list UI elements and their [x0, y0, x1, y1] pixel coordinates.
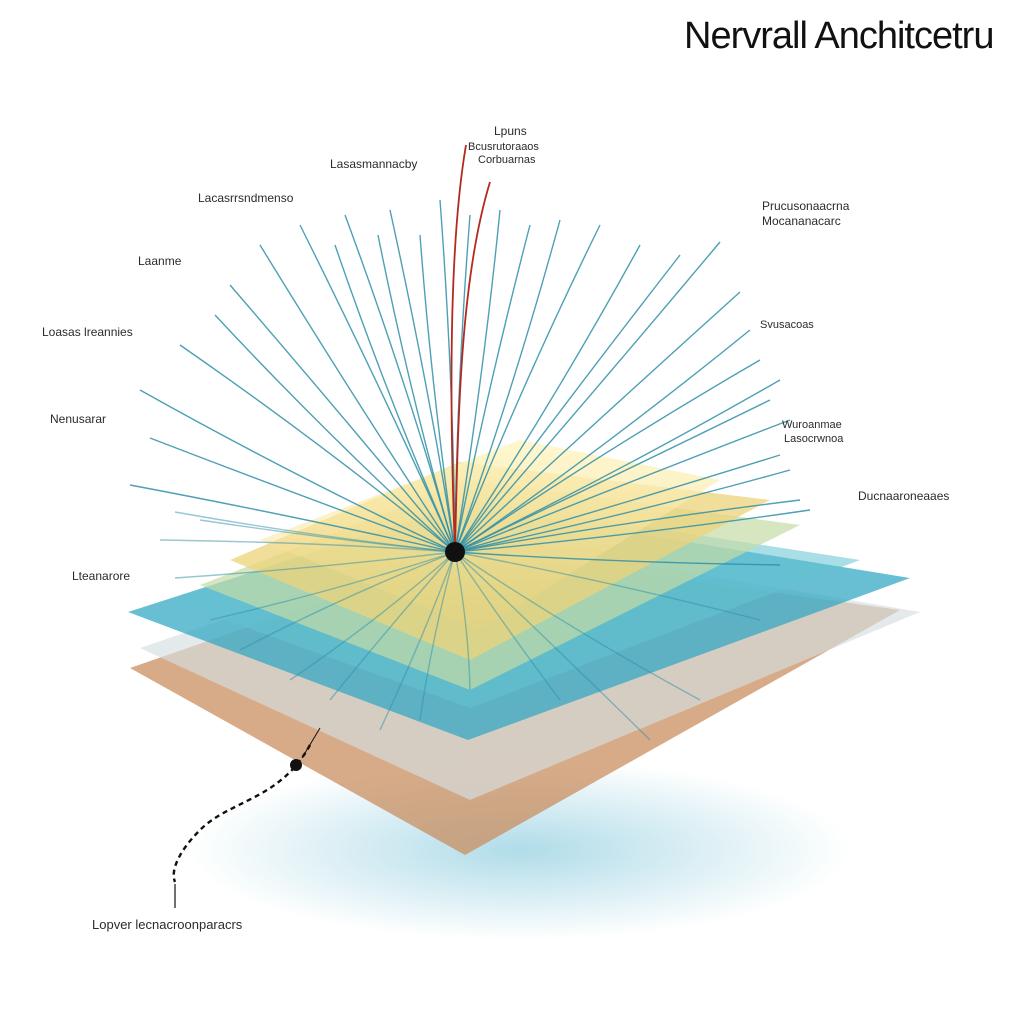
- connection-ray: [439, 199, 456, 553]
- label-left-b: Loasas lreannies: [42, 325, 133, 339]
- connection-ray: [454, 399, 771, 553]
- connection-ray: [419, 551, 456, 721]
- connection-ray: [454, 551, 561, 701]
- label-right-e: Wuroanmae: [782, 419, 842, 431]
- label-left-a: Laanme: [138, 254, 182, 268]
- label-upper-left-a: Lasasmannacby: [330, 157, 417, 171]
- connection-ray: [389, 209, 456, 553]
- stack-shadow: [190, 760, 850, 940]
- label-left-c: Nenusarar: [50, 412, 106, 426]
- accent-rays: [450, 144, 491, 553]
- connection-ray: [199, 519, 456, 553]
- connection-ray: [454, 551, 781, 566]
- connection-ray: [419, 234, 456, 553]
- connection-ray: [159, 539, 456, 553]
- diagram-title: Nervrall Anchitcetru: [684, 15, 993, 57]
- connection-ray: [454, 419, 791, 553]
- connection-ray: [179, 344, 456, 553]
- input-connector: [301, 727, 321, 759]
- label-bottom: Lopver lecnacroonparacrs: [92, 917, 243, 932]
- connection-ray: [454, 454, 781, 553]
- top-label: Lpuns Bcusrutoraaos Corbuarnas: [468, 124, 539, 166]
- input-path: [172, 727, 321, 908]
- connection-ray: [454, 509, 811, 553]
- connection-ray: [454, 329, 751, 553]
- connection-ray: [454, 551, 761, 621]
- connection-ray: [454, 224, 531, 553]
- input-dashed-line: [172, 744, 312, 883]
- connection-ray: [329, 551, 456, 701]
- connection-ray: [454, 499, 801, 553]
- connection-ray: [139, 389, 456, 553]
- connection-ray: [289, 551, 456, 681]
- connection-ray: [454, 551, 471, 691]
- connection-ray: [454, 254, 681, 553]
- connection-ray: [229, 284, 456, 553]
- connection-ray: [454, 359, 761, 553]
- label-right-d: Svusacoas: [760, 319, 814, 331]
- input-node: [290, 759, 302, 771]
- connection-ray: [259, 244, 456, 553]
- connection-ray: [454, 244, 641, 553]
- label-right-c: Ducnaaroneaaes: [858, 489, 949, 503]
- top-label-line3: Corbuarnas: [478, 154, 536, 166]
- top-label-line2: Bcusrutoraaos: [468, 141, 539, 153]
- connection-ray: [174, 551, 456, 579]
- connection-ray: [209, 551, 456, 621]
- label-right-b: Mocananacarc: [762, 214, 841, 228]
- label-upper-left-b: Lacasrrsndmenso: [198, 191, 294, 205]
- connection-ray: [129, 484, 456, 553]
- connection-ray: [379, 551, 456, 731]
- hub-node: [445, 542, 465, 562]
- connection-ray: [334, 244, 456, 553]
- connection-ray: [454, 241, 721, 553]
- connection-ray: [377, 234, 456, 553]
- connection-ray: [214, 314, 456, 553]
- connection-ray: [454, 219, 561, 553]
- connection-ray: [149, 437, 456, 553]
- connection-ray: [454, 291, 741, 553]
- label-right-a: Prucusonaacrna: [762, 199, 850, 213]
- connection-ray: [454, 209, 501, 553]
- connection-ray: [239, 551, 456, 651]
- node-labels: Lasasmannacby Lacasrrsndmenso Laanme Loa…: [42, 157, 949, 932]
- label-right-f: Lasocrwnoa: [784, 433, 844, 445]
- connection-ray: [454, 224, 601, 553]
- connection-ray: [454, 551, 701, 701]
- label-left-d: Lteanarore: [72, 569, 130, 583]
- top-label-line1: Lpuns: [494, 124, 527, 138]
- accent-ray-2: [454, 181, 491, 553]
- connection-ray: [454, 469, 791, 553]
- layer-stack: [128, 440, 920, 855]
- connection-ray: [454, 551, 651, 741]
- accent-ray-1: [450, 144, 467, 553]
